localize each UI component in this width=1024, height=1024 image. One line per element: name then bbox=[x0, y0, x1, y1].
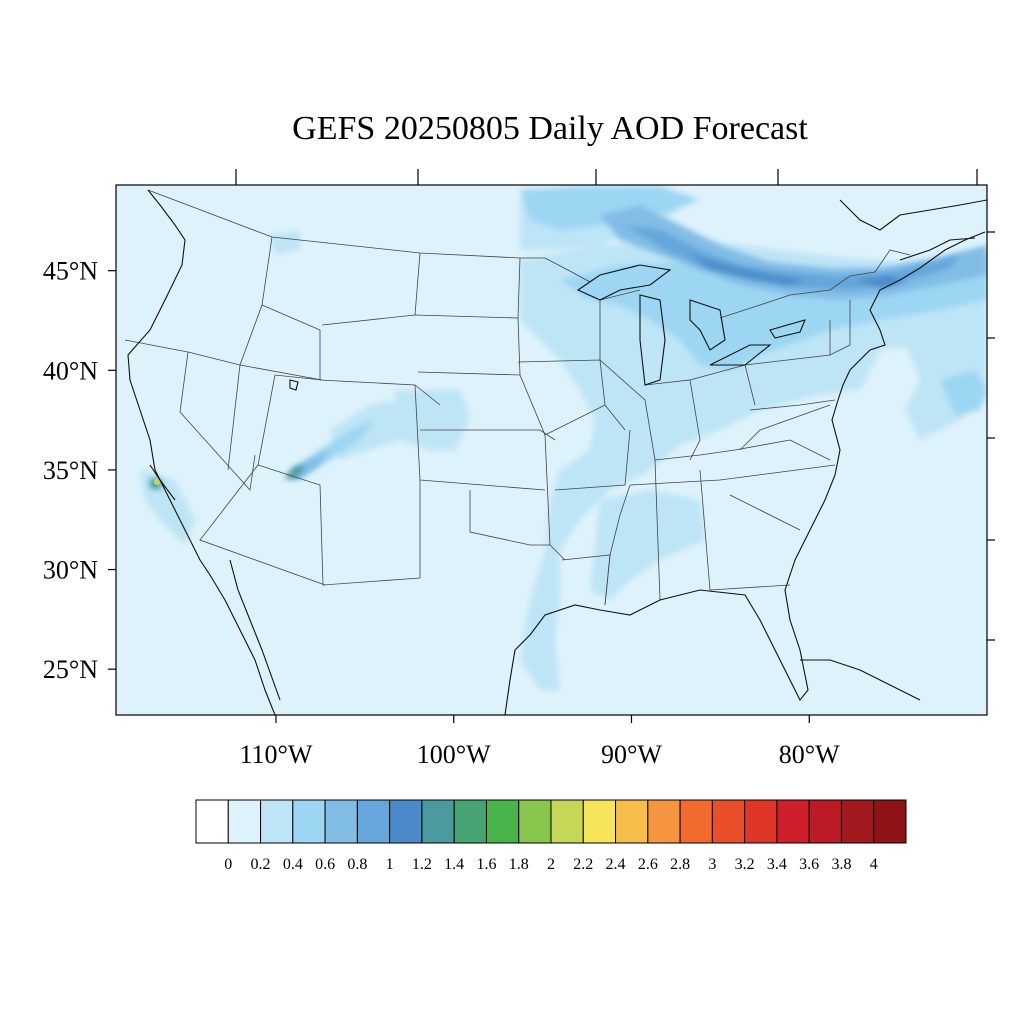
lat-tick-label: 25°N bbox=[43, 655, 98, 684]
coast-cuba bbox=[800, 659, 921, 701]
aod-region-montana bbox=[270, 230, 300, 255]
colorbar-swatch bbox=[550, 799, 584, 844]
colorbar-swatch bbox=[227, 799, 262, 844]
colorbar-label: 1.2 bbox=[412, 856, 432, 873]
colorbar-swatch bbox=[615, 799, 649, 844]
colorbar-swatch bbox=[711, 799, 746, 844]
lon-tick-label: 100°W bbox=[417, 740, 491, 769]
colorbar-label: 1.8 bbox=[509, 856, 529, 873]
colorbar-label: 3.8 bbox=[831, 856, 851, 873]
colorbar-swatch bbox=[389, 799, 423, 844]
state-borders bbox=[124, 189, 911, 606]
colorbar-label: 0.8 bbox=[347, 856, 367, 873]
lat-tick-label: 35°N bbox=[43, 456, 98, 485]
colorbar-swatch bbox=[421, 799, 455, 844]
coastlines bbox=[127, 189, 987, 715]
top-ticks bbox=[235, 169, 978, 185]
aod-region-plume-peak-east bbox=[855, 276, 905, 288]
colorbar-swatch bbox=[485, 799, 520, 844]
colorbar-label: 2 bbox=[547, 856, 555, 873]
colorbar-label: 3 bbox=[708, 856, 716, 873]
aod-region-atlantic-patch bbox=[940, 370, 987, 415]
colorbar-label: 1.4 bbox=[444, 856, 464, 873]
coast-gulf-ca bbox=[149, 464, 176, 501]
coast-lake-erie bbox=[709, 344, 772, 366]
coast-lake-ontario bbox=[769, 319, 806, 339]
colorbar-label: 4 bbox=[870, 856, 878, 873]
colorbar-label: 2.8 bbox=[670, 856, 690, 873]
lon-tick-label: 80°W bbox=[779, 740, 840, 769]
lat-tick-label: 30°N bbox=[43, 556, 98, 585]
lon-tick-label: 110°W bbox=[239, 740, 312, 769]
colorbar-label: 2.6 bbox=[638, 856, 658, 873]
colorbar-swatch bbox=[873, 799, 907, 844]
aod-hotspot-socal bbox=[154, 479, 160, 485]
aod-region-canada-north bbox=[520, 186, 700, 230]
colorbar-label: 1.6 bbox=[476, 856, 496, 873]
coast-baja bbox=[229, 559, 281, 701]
colorbar-label: 0.6 bbox=[315, 856, 335, 873]
colorbar-label: 3.2 bbox=[735, 856, 755, 873]
aod-region-upper-midwest bbox=[520, 240, 987, 690]
coast-lake-michigan bbox=[639, 294, 666, 386]
coast-gulf-stl bbox=[899, 237, 976, 261]
right-ticks bbox=[987, 231, 995, 641]
colorbar-swatch bbox=[647, 799, 681, 844]
colorbar-label: 3.4 bbox=[767, 856, 787, 873]
colorbar-label: 2.2 bbox=[573, 856, 593, 873]
colorbar-swatch bbox=[582, 799, 617, 844]
colorbar-swatch bbox=[518, 799, 552, 844]
colorbar-label: 0.4 bbox=[283, 856, 303, 873]
colorbar-swatch bbox=[195, 799, 229, 844]
coast-hudson-bay-edge bbox=[839, 199, 987, 231]
colorbar-swatch bbox=[453, 799, 487, 844]
coast-great-salt-lake bbox=[289, 379, 299, 391]
border-us-canada-east bbox=[719, 249, 911, 319]
coast-mexico-gulf bbox=[504, 231, 986, 715]
colorbar-labels: 0 0.2 0.4 0.6 0.8 1 1.2 1.4 1.6 1.8 2 2.2 2.4 2.6 2.8 3… bbox=[224, 856, 877, 873]
colorbar-swatch bbox=[744, 799, 778, 844]
coast-lake-huron bbox=[689, 299, 726, 351]
colorbar bbox=[195, 799, 907, 844]
aod-region-southeast-band bbox=[590, 490, 705, 600]
colorbar-swatch bbox=[324, 799, 358, 844]
colorbar-swatch bbox=[260, 799, 294, 844]
latitude-ticks: 45°N 40°N 35°N 30°N 25°N bbox=[43, 257, 116, 684]
lat-tick-label: 40°N bbox=[43, 356, 98, 385]
colorbar-swatch bbox=[840, 799, 875, 844]
aod-region-nebraska bbox=[395, 390, 470, 420]
aod-region-plume-core bbox=[625, 225, 960, 290]
colorbar-swatch bbox=[356, 799, 391, 844]
colorbar-label: 0.2 bbox=[251, 856, 271, 873]
colorbar-swatch bbox=[679, 799, 713, 844]
colorbar-swatch bbox=[808, 799, 842, 844]
colorbar-label: 3.6 bbox=[799, 856, 819, 873]
longitude-ticks: 110°W 100°W 90°W 80°W bbox=[239, 715, 840, 769]
map-title: GEFS 20250805 Daily AOD Forecast bbox=[292, 110, 808, 147]
colorbar-swatch bbox=[776, 799, 810, 844]
colorbar-label: 0 bbox=[224, 856, 232, 873]
map-frame bbox=[115, 184, 988, 716]
lon-tick-label: 90°W bbox=[601, 740, 662, 769]
colorbar-label: 1 bbox=[386, 856, 394, 873]
aod-region-plume-peak bbox=[690, 255, 805, 285]
colorbar-swatch bbox=[292, 799, 326, 844]
coast-pacific bbox=[127, 189, 276, 715]
coast-lake-superior bbox=[576, 264, 672, 301]
map-plot-area bbox=[116, 185, 987, 715]
aod-field bbox=[140, 186, 987, 690]
colorbar-label: 2.4 bbox=[606, 856, 626, 873]
lat-tick-label: 45°N bbox=[43, 257, 98, 286]
